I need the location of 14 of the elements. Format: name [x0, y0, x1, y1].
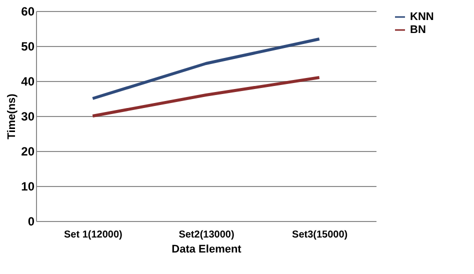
y-tick-label: 0	[28, 214, 35, 228]
y-axis-title: Time(ns)	[6, 93, 18, 140]
y-tick-label: 10	[21, 180, 35, 194]
y-tick-label: 20	[21, 144, 35, 158]
y-tick-label: 50	[21, 40, 35, 54]
x-tick-label: Set3(15000)	[292, 230, 348, 240]
y-tick-label: 40	[21, 74, 35, 88]
legend-label: BN	[410, 24, 426, 36]
x-tick-label: Set 1(12000)	[64, 230, 122, 240]
y-tick-label: 30	[21, 110, 35, 124]
x-tick-label: Set2(13000)	[178, 230, 234, 240]
legend-label: KNN	[410, 11, 434, 23]
y-tick-label: 60	[21, 4, 35, 18]
x-axis-title: Data Element	[172, 244, 242, 256]
